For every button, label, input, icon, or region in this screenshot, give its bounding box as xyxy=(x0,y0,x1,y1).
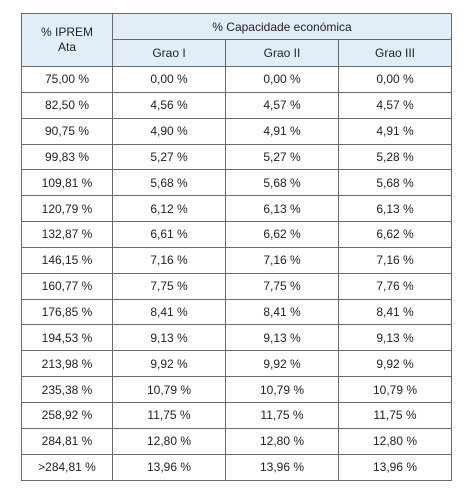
table-row: 258,92 % 11,75 % 11,75 % 11,75 % xyxy=(21,401,452,429)
grade-3-cell: 0,00 % xyxy=(338,66,452,93)
grade-2-cell: 6,13 % xyxy=(225,195,339,223)
table-body: 75,00 % 0,00 % 0,00 % 0,00 % 82,50 % 4,5… xyxy=(21,66,452,481)
grade-1-cell: 8,41 % xyxy=(112,298,226,326)
grade-3-cell: 13,96 % xyxy=(338,453,452,481)
grade-3-cell: 11,75 % xyxy=(338,401,452,429)
grade-3-cell: 12,80 % xyxy=(338,427,452,455)
table-row: 176,85 % 8,41 % 8,41 % 8,41 % xyxy=(21,298,452,326)
grade-2-cell: 5,27 % xyxy=(225,143,339,171)
grade-2-cell: 9,13 % xyxy=(225,324,339,352)
grade-3-cell: 6,13 % xyxy=(338,195,452,223)
iprem-cell: >284,81 % xyxy=(21,453,113,481)
table-row: 109,81 % 5,68 % 5,68 % 5,68 % xyxy=(21,169,452,197)
iprem-cell: 109,81 % xyxy=(21,169,113,197)
grade-3-cell: 7,76 % xyxy=(338,272,452,300)
grade-1-cell: 4,90 % xyxy=(112,117,226,145)
grade-1-cell: 13,96 % xyxy=(112,453,226,481)
grade-3-cell: 4,57 % xyxy=(338,91,452,119)
grade-2-cell: 7,16 % xyxy=(225,246,339,274)
grade-1-cell: 11,75 % xyxy=(112,401,226,429)
table-row: >284,81 % 13,96 % 13,96 % 13,96 % xyxy=(21,453,452,481)
grade-1-cell: 10,79 % xyxy=(112,376,226,403)
iprem-cell: 213,98 % xyxy=(21,350,113,378)
iprem-cell: 82,50 % xyxy=(21,91,113,119)
iprem-cell: 90,75 % xyxy=(21,117,113,145)
table-row: 235,38 % 10,79 % 10,79 % 10,79 % xyxy=(21,376,452,403)
grade-2-cell: 0,00 % xyxy=(225,66,339,93)
iprem-cell: 258,92 % xyxy=(21,401,113,429)
grade-1-cell: 0,00 % xyxy=(112,66,226,93)
grade-3-cell: 6,62 % xyxy=(338,221,452,248)
grade-1-cell: 7,75 % xyxy=(112,272,226,300)
table-row: 160,77 % 7,75 % 7,75 % 7,76 % xyxy=(21,272,452,300)
grade-1-cell: 7,16 % xyxy=(112,246,226,274)
iprem-header-line1: % IPREM xyxy=(40,25,93,39)
grade-2-cell: 10,79 % xyxy=(225,376,339,403)
table-row: 90,75 % 4,90 % 4,91 % 4,91 % xyxy=(21,117,452,145)
iprem-cell: 194,53 % xyxy=(21,324,113,352)
grade-1-cell: 6,61 % xyxy=(112,221,226,248)
grade-1-cell: 12,80 % xyxy=(112,427,226,455)
grade-header-1: Grao I xyxy=(112,39,226,67)
table-row: 82,50 % 4,56 % 4,57 % 4,57 % xyxy=(21,91,452,119)
iprem-cell: 120,79 % xyxy=(21,195,113,223)
grade-2-cell: 13,96 % xyxy=(225,453,339,481)
iprem-cell: 146,15 % xyxy=(21,246,113,274)
table-row: 213,98 % 9,92 % 9,92 % 9,92 % xyxy=(21,350,452,378)
table-row: 146,15 % 7,16 % 7,16 % 7,16 % xyxy=(21,246,452,274)
capacity-table: % IPREM Ata % Capacidade económica Grao … xyxy=(21,13,452,481)
grade-1-cell: 5,27 % xyxy=(112,143,226,171)
iprem-cell: 132,87 % xyxy=(21,221,113,248)
grade-1-cell: 9,13 % xyxy=(112,324,226,352)
grade-3-cell: 10,79 % xyxy=(338,376,452,403)
iprem-cell: 75,00 % xyxy=(21,66,113,93)
table-row: 284,81 % 12,80 % 12,80 % 12,80 % xyxy=(21,427,452,455)
grade-1-cell: 5,68 % xyxy=(112,169,226,197)
grade-3-cell: 9,13 % xyxy=(338,324,452,352)
grade-3-cell: 5,68 % xyxy=(338,169,452,197)
grade-2-cell: 7,75 % xyxy=(225,272,339,300)
capacity-group-header: % Capacidade económica xyxy=(112,13,452,40)
grade-2-cell: 8,41 % xyxy=(225,298,339,326)
grade-3-cell: 4,91 % xyxy=(338,117,452,145)
iprem-header: % IPREM Ata xyxy=(21,13,113,67)
grade-1-cell: 4,56 % xyxy=(112,91,226,119)
table-row: 120,79 % 6,12 % 6,13 % 6,13 % xyxy=(21,195,452,223)
grade-2-cell: 4,91 % xyxy=(225,117,339,145)
grade-1-cell: 6,12 % xyxy=(112,195,226,223)
iprem-cell: 99,83 % xyxy=(21,143,113,171)
table-row: 99,83 % 5,27 % 5,27 % 5,28 % xyxy=(21,143,452,171)
grade-3-cell: 5,28 % xyxy=(338,143,452,171)
grade-header-2: Grao II xyxy=(225,39,339,67)
grade-2-cell: 9,92 % xyxy=(225,350,339,378)
table-header: % IPREM Ata % Capacidade económica Grao … xyxy=(21,13,452,67)
grade-3-cell: 7,16 % xyxy=(338,246,452,274)
iprem-header-line2: Ata xyxy=(57,40,76,54)
iprem-cell: 235,38 % xyxy=(21,376,113,403)
grade-2-cell: 4,57 % xyxy=(225,91,339,119)
table-row: 194,53 % 9,13 % 9,13 % 9,13 % xyxy=(21,324,452,352)
grade-2-cell: 5,68 % xyxy=(225,169,339,197)
table-row: 75,00 % 0,00 % 0,00 % 0,00 % xyxy=(21,66,452,93)
grade-1-cell: 9,92 % xyxy=(112,350,226,378)
header-row-group: % IPREM Ata % Capacidade económica xyxy=(21,13,452,67)
grade-3-cell: 9,92 % xyxy=(338,350,452,378)
iprem-cell: 284,81 % xyxy=(21,427,113,455)
grade-header-3: Grao III xyxy=(338,39,452,67)
grade-2-cell: 12,80 % xyxy=(225,427,339,455)
iprem-cell: 176,85 % xyxy=(21,298,113,326)
grade-3-cell: 8,41 % xyxy=(338,298,452,326)
table-row: 132,87 % 6,61 % 6,62 % 6,62 % xyxy=(21,221,452,248)
grade-2-cell: 11,75 % xyxy=(225,401,339,429)
header-row-grades: Grao I Grao II Grao III xyxy=(22,39,452,67)
grade-2-cell: 6,62 % xyxy=(225,221,339,248)
iprem-cell: 160,77 % xyxy=(21,272,113,300)
